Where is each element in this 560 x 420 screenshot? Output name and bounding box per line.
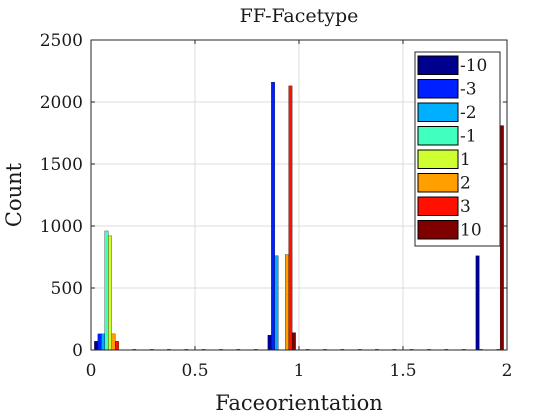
bar-series--2-bin-5	[275, 256, 278, 350]
x-tick-label: 0	[86, 361, 97, 381]
legend-label--2: -2	[460, 103, 477, 123]
x-tick-label: 0.5	[181, 361, 208, 381]
x-tick-label: 1.5	[389, 361, 416, 381]
legend-swatch--10	[418, 56, 458, 75]
bar-series-10-bin-5	[292, 333, 295, 350]
bar-series--1-bin-0	[105, 231, 108, 350]
bar-series-2-bin-0	[112, 334, 115, 350]
x-axis-label: Faceorientation	[215, 391, 383, 415]
bar-series--10-bin-5	[268, 335, 271, 350]
bar-series--10-bin-0	[94, 341, 97, 350]
bar-series--10-bin-11	[476, 256, 479, 350]
legend-label--10: -10	[460, 56, 487, 76]
y-tick-label: 2000	[40, 93, 83, 113]
bar-series--2-bin-0	[101, 334, 104, 350]
bar-series--3-bin-0	[98, 334, 101, 350]
y-tick-label: 2500	[40, 31, 83, 51]
legend-label-1: 1	[460, 150, 471, 170]
legend-swatch--2	[418, 103, 458, 122]
legend-swatch-10	[418, 221, 458, 240]
bar-series-2-bin-5	[285, 255, 288, 350]
legend-label-10: 10	[460, 221, 482, 241]
chart-title: FF-Facetype	[240, 5, 359, 27]
bar-series--3-bin-5	[271, 82, 274, 350]
y-tick-label: 1500	[40, 155, 83, 175]
legend-label--3: -3	[460, 80, 477, 100]
bar-series-3-bin-5	[289, 86, 292, 350]
x-tick-label: 1	[294, 361, 305, 381]
legend-swatch--3	[418, 80, 458, 99]
legend: -10 -3 -2 -1 1 2 3 10	[415, 52, 500, 246]
x-tick-label: 2	[502, 361, 513, 381]
legend-label-3: 3	[460, 197, 471, 217]
legend-swatch-3	[418, 197, 458, 216]
y-axis-label: Count	[2, 162, 26, 227]
bar-series-10-bin-11	[500, 126, 503, 350]
legend-label--1: -1	[460, 127, 477, 147]
legend-swatch--1	[418, 127, 458, 146]
legend-label-2: 2	[460, 174, 471, 194]
y-tick-label: 0	[72, 341, 83, 361]
bar-series-3-bin-0	[115, 341, 118, 350]
legend-swatch-2	[418, 174, 458, 193]
legend-swatch-1	[418, 150, 458, 169]
bar-series-1-bin-0	[108, 236, 111, 350]
y-tick-label: 1000	[40, 217, 83, 237]
y-tick-label: 500	[51, 279, 83, 299]
